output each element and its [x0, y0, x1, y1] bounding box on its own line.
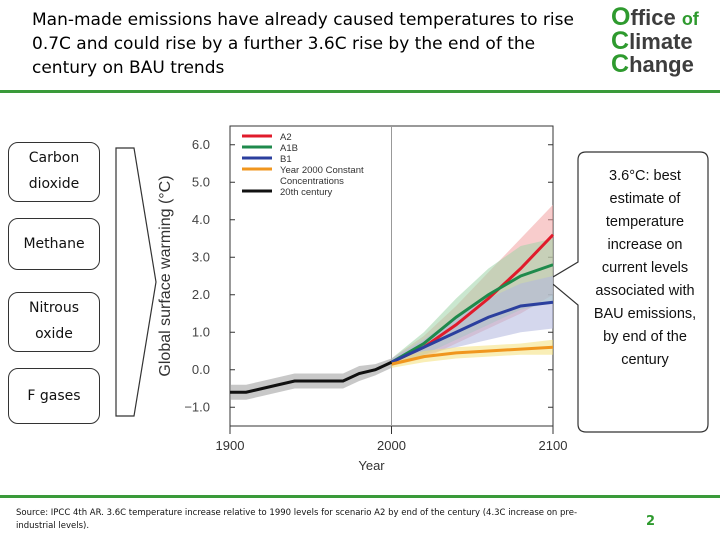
- series-year-2000-constant-concentrations: [391, 345, 554, 366]
- y-tick-label: 6.0: [192, 137, 210, 152]
- gas-label: Nitrous oxide: [28, 300, 80, 342]
- y-tick-label: 0.0: [192, 362, 210, 377]
- series-b1: [390, 300, 554, 364]
- y-axis-title: Global surface warming (°C): [157, 175, 174, 376]
- source-note: Source: IPCC 4th AR. 3.6C temperature in…: [16, 508, 578, 531]
- office-of-climate-change-logo: Office of Climate Change: [611, 3, 716, 78]
- x-tick-label: 1900: [216, 438, 245, 453]
- x-axis-title: Year: [358, 458, 385, 473]
- y-tick-label: 1.0: [192, 324, 210, 339]
- top-divider: [0, 90, 720, 93]
- legend-label: Year 2000 Constant: [280, 165, 364, 176]
- emissions-chevron: [115, 147, 157, 417]
- legend-label: 20th century: [280, 187, 333, 198]
- bottom-divider: [0, 495, 720, 498]
- gas-label: F gases: [27, 388, 81, 404]
- slide-title: Man-made emissions have already caused t…: [32, 10, 574, 78]
- x-tick-label: 2100: [539, 438, 568, 453]
- y-tick-label: 2.0: [192, 287, 210, 302]
- logo-line-2: Climate: [611, 27, 693, 55]
- x-tick-label: 2000: [377, 438, 406, 453]
- legend-label: A1B: [280, 143, 298, 154]
- page-number: 2: [646, 514, 656, 529]
- callout-bubble: [546, 151, 709, 433]
- legend-label: A2: [280, 132, 292, 143]
- logo-line-3: Change: [611, 50, 694, 78]
- y-tick-label: 4.0: [192, 212, 210, 227]
- band-year-2000-constant-concentrations: [391, 339, 553, 368]
- logo-line-1: Office of: [611, 3, 699, 31]
- legend-label: B1: [280, 154, 292, 165]
- series-20th-century: [230, 360, 393, 394]
- gas-box-methane: Methane: [8, 218, 100, 270]
- legend-label: Concentrations: [280, 176, 344, 187]
- callout-text: 3.6°C: best estimate of temperature incr…: [593, 168, 697, 368]
- warming-projection-chart: 6.0 5.0 4.0 3.0 2.0 1.0 0.0 −1.0 1900 2000 2100 A2A…: [157, 125, 568, 473]
- gas-box-f-gases: F gases: [8, 368, 100, 424]
- band-20th-century: [230, 358, 392, 400]
- y-tick-label: 3.0: [192, 249, 210, 264]
- y-tick-label: −1.0: [184, 399, 210, 414]
- gas-label: Methane: [23, 236, 85, 252]
- y-tick-label: 5.0: [192, 174, 210, 189]
- series-a1b: [390, 263, 554, 364]
- gas-box-nitrous-oxide: Nitrous oxide: [8, 292, 100, 352]
- gas-label: Carbon dioxide: [28, 150, 80, 192]
- gas-box-carbon-dioxide: Carbon dioxide: [8, 142, 100, 202]
